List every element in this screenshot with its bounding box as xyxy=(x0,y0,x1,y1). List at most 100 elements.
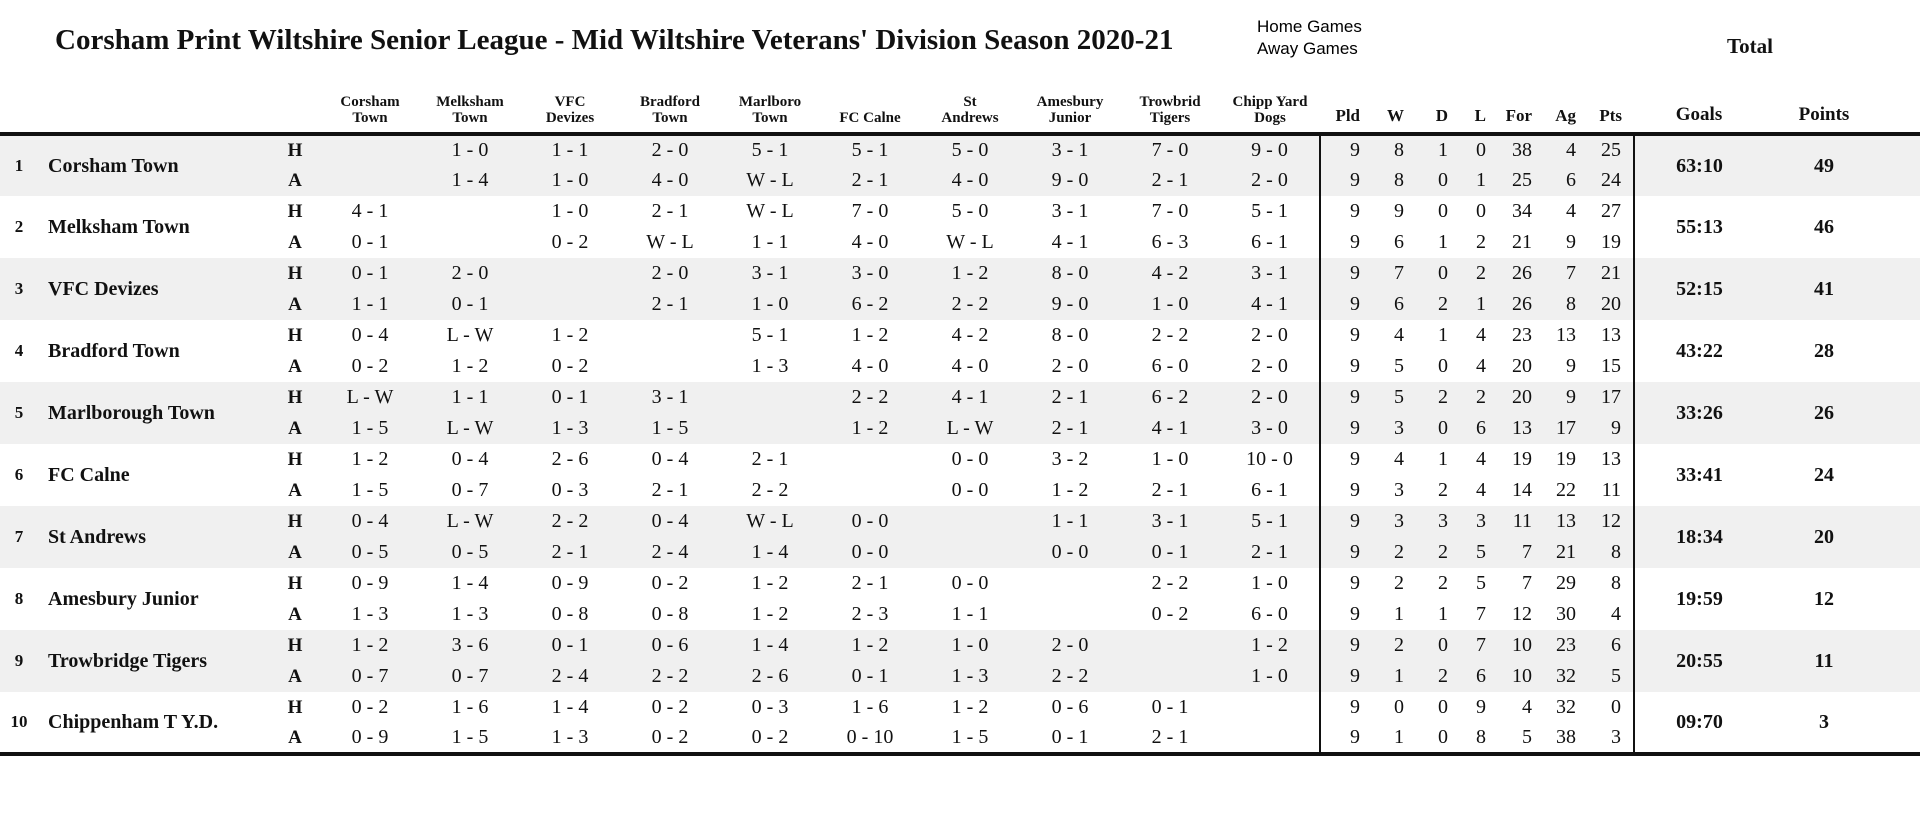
score-cell: 9 - 0 xyxy=(1020,165,1120,196)
rank-cell: 2 xyxy=(0,196,38,258)
rank-cell: 6 xyxy=(0,444,38,506)
stat-cell: 9 xyxy=(1460,692,1498,723)
score-cell: 0 - 1 xyxy=(320,258,420,289)
stat-cell: 4 xyxy=(1588,599,1634,630)
score-cell: 0 - 3 xyxy=(720,692,820,723)
stat-cell: 1 xyxy=(1372,661,1416,692)
stat-cell: 7 xyxy=(1372,258,1416,289)
score-cell: 1 - 0 xyxy=(420,134,520,165)
score-cell: 1 - 2 xyxy=(420,351,520,382)
points-cell: 11 xyxy=(1764,630,1884,692)
stat-cell: 9 xyxy=(1319,723,1372,754)
score-cell: 6 - 2 xyxy=(820,289,920,320)
stat-cell: 9 xyxy=(1319,258,1372,289)
stat-cell: 9 xyxy=(1588,413,1634,444)
score-cell: 2 - 0 xyxy=(1220,382,1320,413)
stat-cell: 29 xyxy=(1544,568,1588,599)
score-cell: 1 - 4 xyxy=(720,537,820,568)
score-cell: 4 - 2 xyxy=(1120,258,1220,289)
score-cell: 8 - 0 xyxy=(1020,320,1120,351)
stat-cell: 9 xyxy=(1319,692,1372,723)
score-cell: 0 - 6 xyxy=(1020,692,1120,723)
score-cell: 1 - 2 xyxy=(720,599,820,630)
score-cell: 7 - 0 xyxy=(1120,196,1220,227)
away-row-label: A xyxy=(270,537,320,568)
score-cell: 2 - 2 xyxy=(1020,661,1120,692)
score-cell xyxy=(920,537,1020,568)
stat-cell: 6 xyxy=(1544,165,1588,196)
stat-cell: 10 xyxy=(1498,630,1544,661)
stat-cell: 22 xyxy=(1544,475,1588,506)
stat-cell: 9 xyxy=(1319,134,1372,165)
score-cell: 2 - 2 xyxy=(920,289,1020,320)
stat-header: Pld xyxy=(1320,74,1372,136)
opponent-header: Bradford Town xyxy=(620,74,720,136)
stat-cell: 26 xyxy=(1498,258,1544,289)
stat-cell: 7 xyxy=(1460,599,1498,630)
points-cell: 26 xyxy=(1764,382,1884,444)
score-cell: 1 - 3 xyxy=(520,723,620,754)
score-cell: 2 - 0 xyxy=(620,134,720,165)
score-cell: 1 - 5 xyxy=(620,413,720,444)
goals-cell: 09:70 xyxy=(1633,692,1764,754)
score-cell xyxy=(620,351,720,382)
points-cell: 3 xyxy=(1764,692,1884,754)
stat-cell: 6 xyxy=(1588,630,1634,661)
stat-cell: 9 xyxy=(1319,320,1372,351)
stat-cell: 9 xyxy=(1319,196,1372,227)
stat-cell: 8 xyxy=(1460,723,1498,754)
score-cell: 0 - 1 xyxy=(1020,723,1120,754)
score-cell: 1 - 2 xyxy=(1220,630,1320,661)
score-cell: 1 - 0 xyxy=(520,196,620,227)
stat-cell: 0 xyxy=(1588,692,1634,723)
score-cell: 3 - 0 xyxy=(820,258,920,289)
stat-cell: 2 xyxy=(1416,382,1460,413)
score-cell: 3 - 1 xyxy=(720,258,820,289)
opponent-header: Corsham Town xyxy=(320,74,420,136)
stat-cell: 6 xyxy=(1372,227,1416,258)
stat-cell: 1 xyxy=(1460,165,1498,196)
stat-cell: 3 xyxy=(1372,475,1416,506)
score-cell: 5 - 0 xyxy=(920,196,1020,227)
stat-cell: 4 xyxy=(1460,475,1498,506)
points-cell: 49 xyxy=(1764,134,1884,196)
home-row-label: H xyxy=(270,134,320,165)
stat-cell: 13 xyxy=(1544,506,1588,537)
score-cell: 0 - 2 xyxy=(720,723,820,754)
points-cell: 24 xyxy=(1764,444,1884,506)
home-row-label: H xyxy=(270,568,320,599)
score-cell: 1 - 3 xyxy=(320,599,420,630)
score-cell: 1 - 0 xyxy=(1120,289,1220,320)
score-cell: 0 - 0 xyxy=(920,444,1020,475)
score-cell: 1 - 0 xyxy=(1220,568,1320,599)
score-cell: 1 - 1 xyxy=(720,227,820,258)
stat-cell: 12 xyxy=(1588,506,1634,537)
stat-cell: 4 xyxy=(1460,320,1498,351)
stat-cell: 8 xyxy=(1588,537,1634,568)
score-cell: 0 - 2 xyxy=(320,692,420,723)
home-away-legend: Home Games Away Games xyxy=(1257,16,1362,60)
score-cell xyxy=(620,320,720,351)
stat-cell: 4 xyxy=(1372,320,1416,351)
score-cell: 1 - 5 xyxy=(320,413,420,444)
score-cell: 0 - 10 xyxy=(820,723,920,754)
score-cell: 8 - 0 xyxy=(1020,258,1120,289)
away-row-label: A xyxy=(270,475,320,506)
score-cell: 0 - 7 xyxy=(420,475,520,506)
home-row-label: H xyxy=(270,506,320,537)
stat-cell: 20 xyxy=(1498,351,1544,382)
score-cell xyxy=(520,289,620,320)
score-cell: 0 - 5 xyxy=(320,537,420,568)
header-row: Corsham Town Melksham Town VFC Devizes Brad… xyxy=(0,74,1920,136)
score-cell: 1 - 5 xyxy=(920,723,1020,754)
stat-cell: 1 xyxy=(1416,134,1460,165)
stat-header: W xyxy=(1372,74,1416,136)
stat-cell: 9 xyxy=(1319,413,1372,444)
stat-cell: 23 xyxy=(1498,320,1544,351)
score-cell: 0 - 1 xyxy=(420,289,520,320)
score-cell xyxy=(720,413,820,444)
